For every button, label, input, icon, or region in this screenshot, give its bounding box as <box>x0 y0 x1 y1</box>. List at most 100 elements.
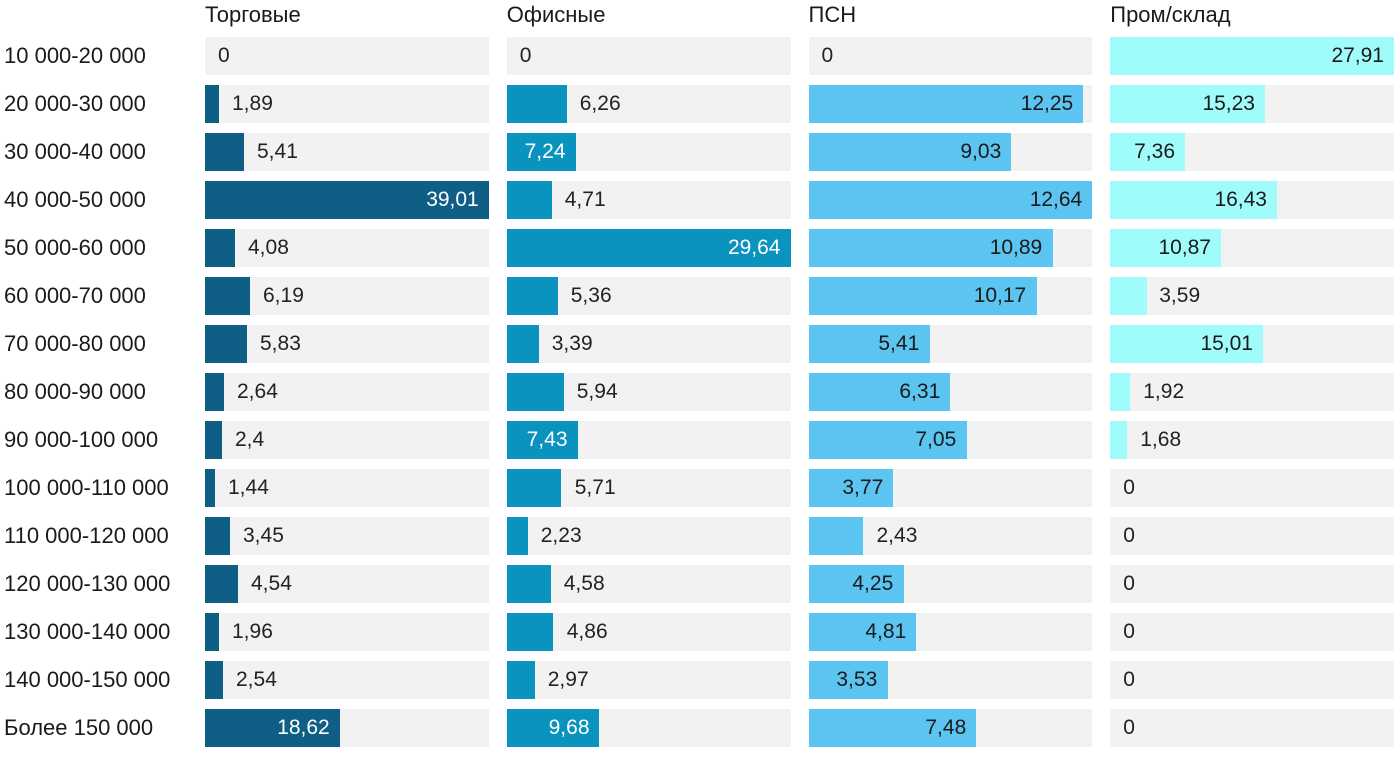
bar <box>506 133 577 171</box>
bar <box>506 517 529 555</box>
bar-track: 12,64 <box>808 181 1093 219</box>
value-label: 18,62 <box>277 716 330 739</box>
value-label: 12,25 <box>1020 92 1074 115</box>
value-label: 2,23 <box>540 524 582 547</box>
bar <box>808 85 1084 123</box>
bar <box>808 709 977 747</box>
bar-track: 12,25 <box>808 85 1093 123</box>
bar-track: 2,64 <box>205 373 489 411</box>
bar <box>808 133 1012 171</box>
value-label: 10,89 <box>989 236 1043 259</box>
column-header-psn: ПСН <box>808 2 857 27</box>
value-label: 0 <box>821 44 834 67</box>
value-label: 6,19 <box>263 284 304 307</box>
bar-track: 2,43 <box>808 517 1093 555</box>
bar <box>205 517 231 555</box>
category-label: 10 000-20 000 <box>4 43 146 68</box>
value-label: 2,54 <box>236 668 277 691</box>
value-label: 3,45 <box>243 524 284 547</box>
bar-track: 7,05 <box>808 421 1093 459</box>
column-header-ofisnye: Офисные <box>506 2 606 27</box>
chart-grid: Торговые Офисные ПСН Пром/склад 10 000-2… <box>4 3 1394 747</box>
bar-track: 2,23 <box>506 517 791 555</box>
value-label: 5,71 <box>574 476 616 499</box>
bar-track: 5,83 <box>205 325 489 363</box>
bar-track: 0 <box>1110 709 1394 747</box>
bar-track: 1,92 <box>1110 373 1394 411</box>
bar-track: 3,39 <box>506 325 791 363</box>
bar <box>506 421 578 459</box>
value-label: 1,89 <box>232 92 273 115</box>
value-label: 1,96 <box>232 620 273 643</box>
bar <box>506 373 564 411</box>
value-label: 0 <box>1123 668 1135 691</box>
bar-track: 0 <box>1110 565 1394 603</box>
value-label: 5,83 <box>260 332 301 355</box>
value-label: 0 <box>519 44 532 67</box>
bar-track: 3,53 <box>808 661 1093 699</box>
bar-track: 1,68 <box>1110 421 1394 459</box>
value-label: 10,87 <box>1158 236 1211 259</box>
bar <box>1110 229 1221 267</box>
bar-track: 15,01 <box>1110 325 1394 363</box>
bar-track: 4,81 <box>808 613 1093 651</box>
value-label: 4,71 <box>564 188 606 211</box>
category-label: 140 000-150 000 <box>4 667 171 692</box>
category-label: 120 000-130 000 <box>4 571 171 596</box>
bar <box>808 469 894 507</box>
bar <box>1110 181 1278 219</box>
value-label: 29,64 <box>727 236 781 259</box>
bar-track: 18,62 <box>205 709 489 747</box>
value-label: 15,23 <box>1202 92 1255 115</box>
bar-track: 2,4 <box>205 421 489 459</box>
value-label: 5,36 <box>570 284 612 307</box>
bar-track: 10,87 <box>1110 229 1394 267</box>
bar <box>205 85 219 123</box>
bar <box>205 469 216 507</box>
bar-track: 0 <box>1110 469 1394 507</box>
bar-track: 27,91 <box>1110 37 1394 75</box>
bar <box>506 613 554 651</box>
bar <box>205 709 341 747</box>
bar-track: 5,41 <box>205 133 489 171</box>
value-label: 39,01 <box>426 188 479 211</box>
category-label: 20 000-30 000 <box>4 91 146 116</box>
value-label: 5,41 <box>878 332 920 355</box>
bar <box>205 565 239 603</box>
category-label: 110 000-120 000 <box>4 523 169 548</box>
bar <box>506 661 536 699</box>
column-header-torgovye: Торговые <box>205 2 301 27</box>
bar-track: 3,45 <box>205 517 489 555</box>
value-label: 15,01 <box>1200 332 1253 355</box>
bar <box>808 229 1053 267</box>
value-label: 7,48 <box>925 716 967 739</box>
bar <box>506 325 540 363</box>
bar-track: 7,43 <box>506 421 791 459</box>
bar <box>808 613 917 651</box>
bar <box>808 421 967 459</box>
category-label: 100 000-110 000 <box>4 475 169 500</box>
bar-track: 3,59 <box>1110 277 1394 315</box>
bar-track: 1,44 <box>205 469 489 507</box>
bar-track: 6,19 <box>205 277 489 315</box>
bar-track: 4,54 <box>205 565 489 603</box>
value-label: 5,41 <box>257 140 298 163</box>
bar-track: 0 <box>1110 613 1394 651</box>
bar-track: 9,68 <box>506 709 791 747</box>
bar-track: 0 <box>205 37 489 75</box>
bar-track: 3,77 <box>808 469 1093 507</box>
bar-track: 0 <box>506 37 791 75</box>
bar-track: 2,97 <box>506 661 791 699</box>
bar <box>205 661 224 699</box>
bar-track: 4,71 <box>506 181 791 219</box>
value-label: 2,64 <box>237 380 278 403</box>
value-label: 7,36 <box>1134 140 1175 163</box>
category-label: 130 000-140 000 <box>4 619 171 644</box>
bar <box>205 613 220 651</box>
bar-track: 16,43 <box>1110 181 1394 219</box>
value-label: 0 <box>1123 524 1135 547</box>
value-label: 16,43 <box>1214 188 1267 211</box>
bar-track: 5,41 <box>808 325 1093 363</box>
category-label: 90 000-100 000 <box>4 427 159 452</box>
